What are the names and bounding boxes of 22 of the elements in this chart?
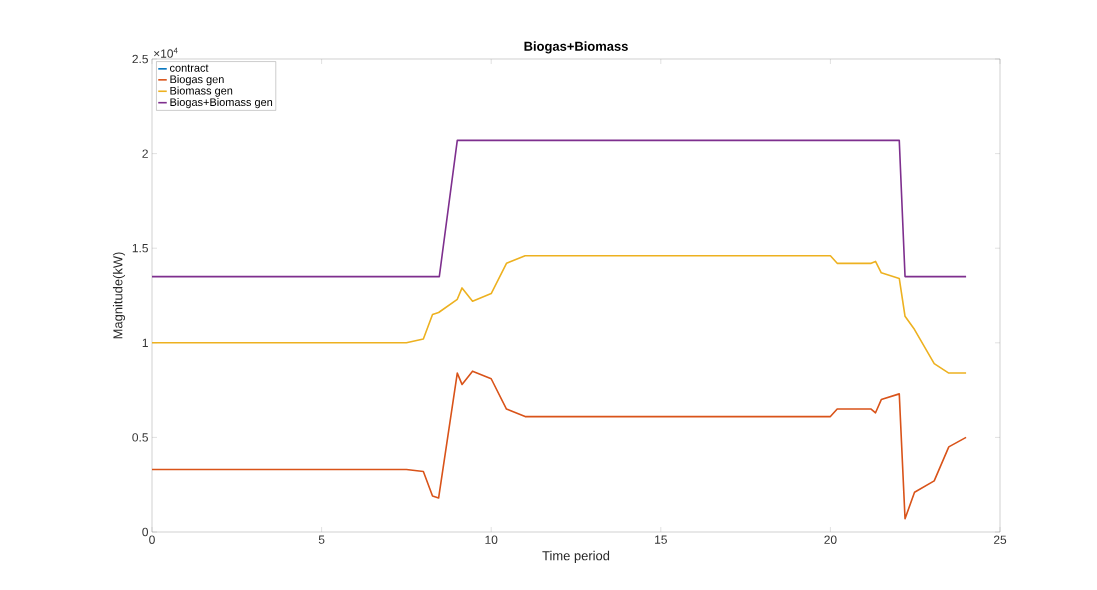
y-tick-label: 2 [142, 149, 148, 158]
x-tick-label: 0 [149, 535, 155, 544]
x-tick-label: 15 [655, 535, 667, 544]
x-axis-title: Time period [542, 550, 610, 563]
x-tick-label: 10 [485, 535, 498, 544]
y-tick-label: 2.5 [132, 54, 148, 64]
y-axis-title: Magnitude(kW) [112, 252, 126, 339]
x-tick-label: 5 [318, 535, 325, 544]
x-tick-label: 20 [824, 535, 837, 544]
y-tick-label: 1 [142, 338, 148, 347]
legend-label: Biomass gen [170, 86, 233, 97]
x-tick-label: 25 [993, 535, 1007, 544]
legend-label: contract [170, 64, 209, 72]
chart-title: Biogas+Biomass [524, 41, 628, 54]
legend-label: Biogas gen [170, 75, 224, 86]
y-tick-label: 1.5 [132, 244, 148, 253]
y-tick-label: 0 [142, 527, 149, 537]
line-series [151, 254, 967, 374]
y-tick-label: 0.5 [132, 433, 148, 442]
text: ×10$^{4}$ [154, 47, 178, 58]
legend-label: Biogas+Biomass gen [170, 97, 273, 109]
line-series [151, 370, 967, 520]
